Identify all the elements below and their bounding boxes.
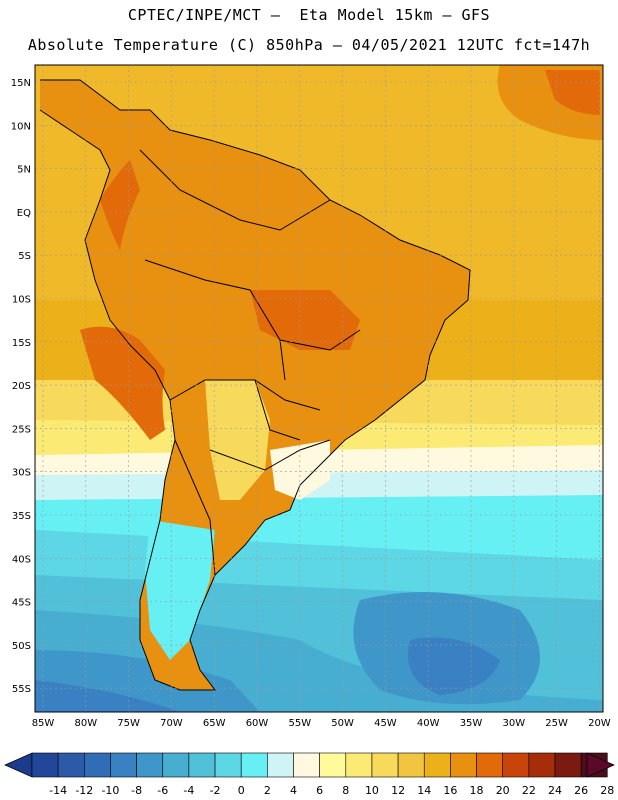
land-patagonia	[145, 520, 215, 660]
colorbar: -14 -12 -10 -8 -6 -4 -2 0 2 4 6 8 10 12 14 16 18 20 22 24 26…	[4, 752, 615, 797]
colorbar-swatch	[319, 752, 347, 778]
colorbar-tick-label: 2	[264, 784, 271, 797]
colorbar-tick-label: 14	[417, 784, 431, 797]
lat-tick-label: 5S	[18, 251, 31, 262]
field-hot-ne	[545, 70, 600, 115]
colorbar-tick-label: 12	[391, 784, 405, 797]
map-frame	[34, 64, 604, 713]
colorbar-swatch	[502, 752, 530, 778]
land-hot-bolivia	[80, 326, 165, 440]
colorbar-tick-label: -2	[210, 784, 221, 797]
colorbar-swatch	[57, 752, 85, 778]
colorbar-tick-label: 26	[574, 784, 588, 797]
lon-tick-label: 70W	[160, 718, 183, 729]
colorbar-tick-label: 8	[342, 784, 349, 797]
map-title-line-2: Absolute Temperature (C) 850hPa – 04/05/…	[27, 36, 591, 54]
lat-tick-label: 30S	[12, 468, 31, 479]
colorbar-tick-label: 10	[365, 784, 379, 797]
lat-tick-label: 40S	[12, 554, 31, 565]
lat-tick-label: 10N	[11, 121, 31, 132]
colorbar-tick-label: 16	[443, 784, 457, 797]
lon-tick-label: 75W	[117, 718, 140, 729]
lat-tick-label: 45S	[12, 598, 31, 609]
colorbar-swatch	[162, 752, 190, 778]
colorbar-tick-label: -14	[49, 784, 67, 797]
land-cool-south	[205, 380, 270, 500]
lon-tick-label: 60W	[246, 718, 269, 729]
colorbar-tick-label: 28	[600, 784, 614, 797]
land-hot-andes	[100, 160, 140, 250]
colorbar-tick-label: 4	[290, 784, 297, 797]
colorbar-tick-label: 22	[522, 784, 536, 797]
country-borders	[39, 79, 471, 691]
lat-tick-label: 50S	[12, 641, 31, 652]
colorbar-swatch	[267, 752, 294, 778]
colorbar-tick-label: 24	[548, 784, 562, 797]
lat-tick-label: EQ	[17, 208, 31, 219]
colorbar-high-arrow	[586, 752, 615, 778]
colorbar-low-arrow	[4, 752, 33, 778]
field-cold-core	[408, 637, 500, 695]
colorbar-tick-label: -4	[183, 784, 194, 797]
colorbar-tick-label: -12	[75, 784, 93, 797]
colorbar-tick-label: 18	[470, 784, 484, 797]
lon-tick-label: 35W	[460, 718, 483, 729]
lat-tick-label: 5N	[17, 165, 31, 176]
temperature-field	[35, 65, 603, 712]
lon-tick-label: 20W	[588, 718, 611, 729]
colorbar-swatch	[397, 752, 425, 778]
lon-tick-label: 50W	[331, 718, 354, 729]
colorbar-tick-label: 6	[316, 784, 323, 797]
colorbar-tick-label: -10	[101, 784, 119, 797]
lon-tick-label: 80W	[74, 718, 97, 729]
colorbar-tick-label: -8	[131, 784, 142, 797]
lon-tick-label: 40W	[417, 718, 440, 729]
colorbar-swatch	[371, 752, 399, 778]
lat-tick-label: 55S	[12, 684, 31, 695]
colorbar-swatch	[476, 752, 503, 778]
colorbar-swatch	[84, 752, 111, 778]
colorbar-swatch	[110, 752, 137, 778]
latitude-labels: 15N 10N 5N EQ 5S 10S 15S 20S 25S 30S 35S 40S 45S 50S 5…	[11, 78, 31, 695]
colorbar-swatch	[554, 752, 582, 778]
lat-tick-label: 25S	[12, 424, 31, 435]
lon-tick-label: 55W	[288, 718, 311, 729]
lat-tick-label: 10S	[12, 295, 31, 306]
lon-tick-label: 45W	[374, 718, 397, 729]
colorbar-swatch	[136, 752, 164, 778]
lon-tick-label: 65W	[203, 718, 226, 729]
colorbar-swatch	[31, 752, 59, 778]
colorbar-swatch	[423, 752, 451, 778]
map-title-line-1: CPTEC/INPE/MCT – Eta Model 15km – GFS	[127, 6, 491, 24]
lat-tick-label: 20S	[12, 381, 31, 392]
colorbar-tick-label: 20	[496, 784, 510, 797]
colorbar-swatch	[188, 752, 216, 778]
colorbar-swatch	[450, 752, 477, 778]
longitude-labels: 85W 80W 75W 70W 65W 60W 55W 50W 45W 40W 35W 30W 25W 2…	[32, 718, 611, 729]
colorbar-swatch	[240, 752, 268, 778]
colorbar-tick-label: 0	[238, 784, 245, 797]
colorbar-swatch	[293, 752, 320, 778]
colorbar-swatch	[345, 752, 373, 778]
colorbar-swatch	[528, 752, 556, 778]
lon-tick-label: 85W	[32, 718, 55, 729]
lat-tick-label: 35S	[12, 511, 31, 522]
colorbar-swatch	[214, 752, 242, 778]
lon-tick-label: 25W	[545, 718, 568, 729]
lon-tick-label: 30W	[502, 718, 525, 729]
lat-tick-label: 15S	[12, 338, 31, 349]
lat-tick-label: 15N	[11, 78, 31, 89]
colorbar-tick-label: -6	[157, 784, 168, 797]
